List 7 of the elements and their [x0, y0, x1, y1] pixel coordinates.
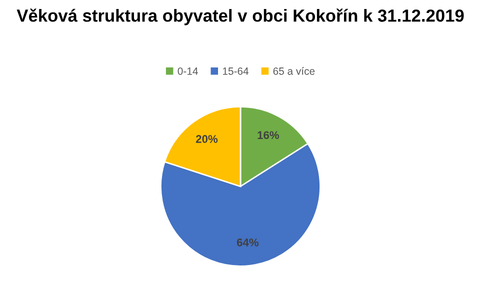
legend-label: 15-64	[222, 67, 249, 75]
data-label: 20%	[196, 135, 218, 143]
chart-title: Věková struktura obyvatel v obci Kokořín k 31.12.2019	[16, 8, 464, 26]
legend-label: 0-14	[178, 67, 198, 75]
legend-label: 65 a více	[273, 67, 315, 75]
data-label: 64%	[236, 238, 259, 246]
data-label: 16%	[258, 131, 279, 140]
